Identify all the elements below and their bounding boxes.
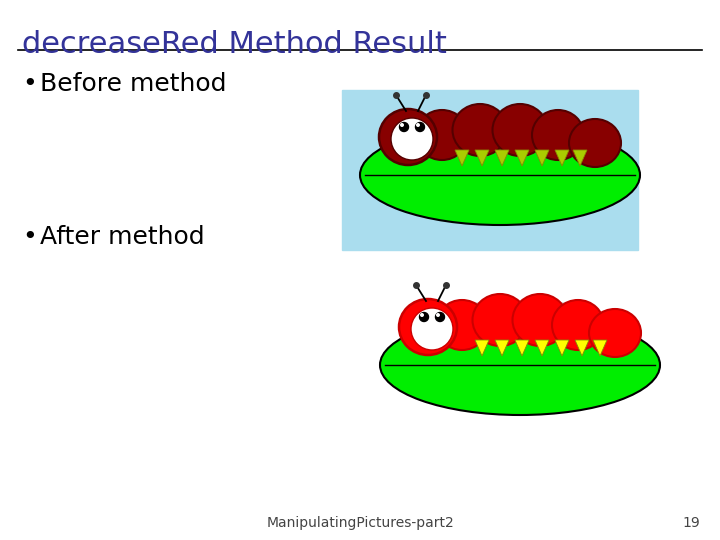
Ellipse shape <box>552 300 604 350</box>
Text: •: • <box>22 225 37 249</box>
Polygon shape <box>531 113 549 133</box>
Ellipse shape <box>380 315 660 415</box>
Polygon shape <box>475 340 489 356</box>
Polygon shape <box>475 150 489 166</box>
Text: ManipulatingPictures-part2: ManipulatingPictures-part2 <box>266 516 454 530</box>
Polygon shape <box>455 150 469 166</box>
Ellipse shape <box>411 308 453 350</box>
Ellipse shape <box>379 109 437 165</box>
Polygon shape <box>515 340 529 356</box>
Ellipse shape <box>436 313 440 317</box>
Ellipse shape <box>399 299 457 355</box>
Polygon shape <box>453 113 471 133</box>
Ellipse shape <box>569 119 621 167</box>
Text: •: • <box>22 72 37 96</box>
Ellipse shape <box>589 309 641 357</box>
Ellipse shape <box>492 104 547 156</box>
Ellipse shape <box>415 123 425 132</box>
Ellipse shape <box>436 313 444 321</box>
Ellipse shape <box>472 294 528 346</box>
Polygon shape <box>551 303 569 323</box>
Text: decreaseRed Method Result: decreaseRed Method Result <box>22 30 447 59</box>
Polygon shape <box>511 303 529 323</box>
Polygon shape <box>495 340 509 356</box>
Text: Before method: Before method <box>40 72 227 96</box>
Polygon shape <box>573 150 587 166</box>
Ellipse shape <box>420 313 424 317</box>
Polygon shape <box>491 113 509 133</box>
Ellipse shape <box>391 118 433 160</box>
Polygon shape <box>535 340 549 356</box>
Ellipse shape <box>513 294 567 346</box>
Text: 19: 19 <box>683 516 700 530</box>
Polygon shape <box>555 150 569 166</box>
Polygon shape <box>575 340 589 356</box>
Polygon shape <box>473 303 491 323</box>
Ellipse shape <box>360 125 640 225</box>
Ellipse shape <box>416 110 468 160</box>
Ellipse shape <box>400 123 404 127</box>
Ellipse shape <box>532 110 584 160</box>
Polygon shape <box>535 150 549 166</box>
Ellipse shape <box>416 123 420 127</box>
Polygon shape <box>515 150 529 166</box>
Bar <box>342 90 638 250</box>
Ellipse shape <box>400 123 408 132</box>
Text: After method: After method <box>40 225 204 249</box>
Ellipse shape <box>420 313 428 321</box>
Polygon shape <box>495 150 509 166</box>
Polygon shape <box>555 340 569 356</box>
Ellipse shape <box>452 104 508 156</box>
Ellipse shape <box>436 300 488 350</box>
Polygon shape <box>593 340 607 356</box>
